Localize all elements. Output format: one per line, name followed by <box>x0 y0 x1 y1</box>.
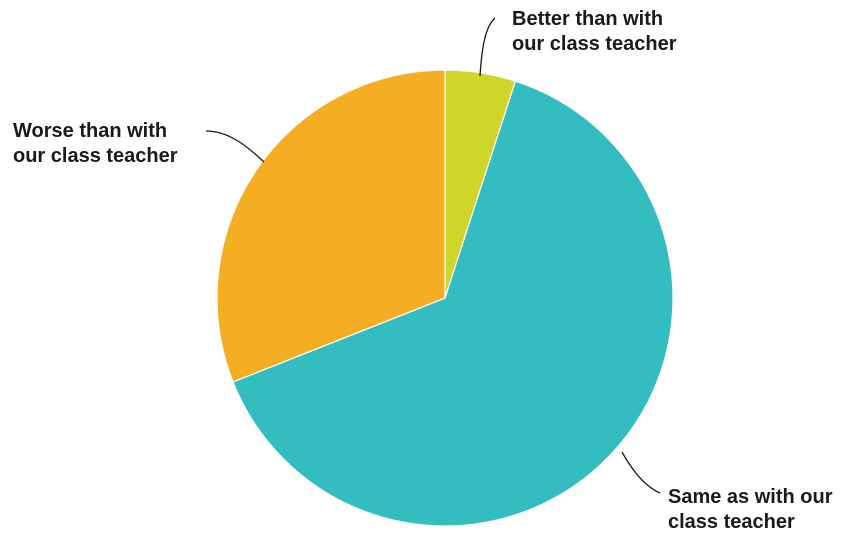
slice-label-worse: Worse than with our class teacher <box>13 120 178 167</box>
slice-label-better: Better than with our class teacher <box>512 8 677 55</box>
leader-line-same <box>621 451 661 494</box>
slice-label-worse-line-2: our class teacher <box>13 145 178 167</box>
pie-slices <box>216 69 674 527</box>
slice-label-better-line-2: our class teacher <box>512 33 677 55</box>
slice-label-same: Same as with our class teacher <box>668 486 838 533</box>
slice-label-worse-line-1: Worse than with <box>13 120 167 142</box>
slice-label-same-line-2: class teacher <box>668 511 795 533</box>
leader-lines <box>205 17 661 494</box>
pie-slice-same <box>232 80 674 527</box>
leader-line-better <box>479 17 496 77</box>
leader-line-worse <box>205 130 265 163</box>
slice-labels: Better than with our class teacher Same … <box>13 8 838 533</box>
slice-label-better-line-1: Better than with <box>512 8 663 30</box>
pie-slice-worse <box>216 69 446 383</box>
slice-label-same-line-1: Same as with our <box>668 486 833 508</box>
